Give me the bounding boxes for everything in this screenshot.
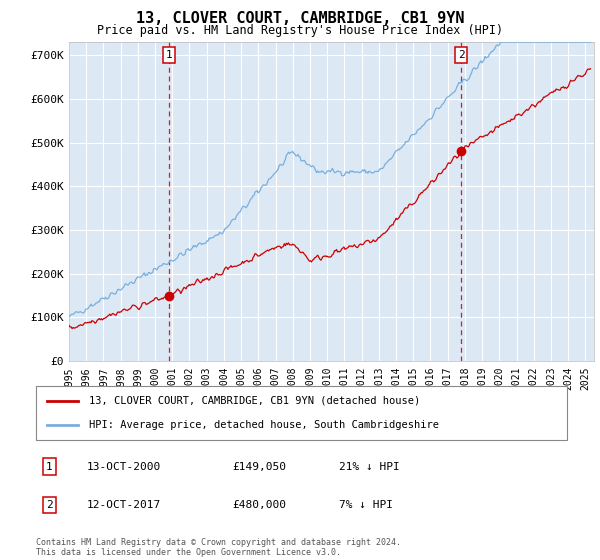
Text: 13-OCT-2000: 13-OCT-2000: [86, 461, 161, 472]
Text: Price paid vs. HM Land Registry's House Price Index (HPI): Price paid vs. HM Land Registry's House …: [97, 24, 503, 36]
Text: HPI: Average price, detached house, South Cambridgeshire: HPI: Average price, detached house, Sout…: [89, 420, 439, 430]
Text: 13, CLOVER COURT, CAMBRIDGE, CB1 9YN (detached house): 13, CLOVER COURT, CAMBRIDGE, CB1 9YN (de…: [89, 396, 421, 406]
Text: Contains HM Land Registry data © Crown copyright and database right 2024.
This d: Contains HM Land Registry data © Crown c…: [36, 538, 401, 557]
Text: 1: 1: [165, 50, 172, 60]
Text: £480,000: £480,000: [232, 500, 286, 510]
Text: 13, CLOVER COURT, CAMBRIDGE, CB1 9YN: 13, CLOVER COURT, CAMBRIDGE, CB1 9YN: [136, 11, 464, 26]
Text: 12-OCT-2017: 12-OCT-2017: [86, 500, 161, 510]
Text: 2: 2: [458, 50, 464, 60]
Text: 21% ↓ HPI: 21% ↓ HPI: [338, 461, 400, 472]
Text: 1: 1: [46, 461, 53, 472]
Text: 7% ↓ HPI: 7% ↓ HPI: [338, 500, 392, 510]
Text: £149,050: £149,050: [232, 461, 286, 472]
Text: 2: 2: [46, 500, 53, 510]
